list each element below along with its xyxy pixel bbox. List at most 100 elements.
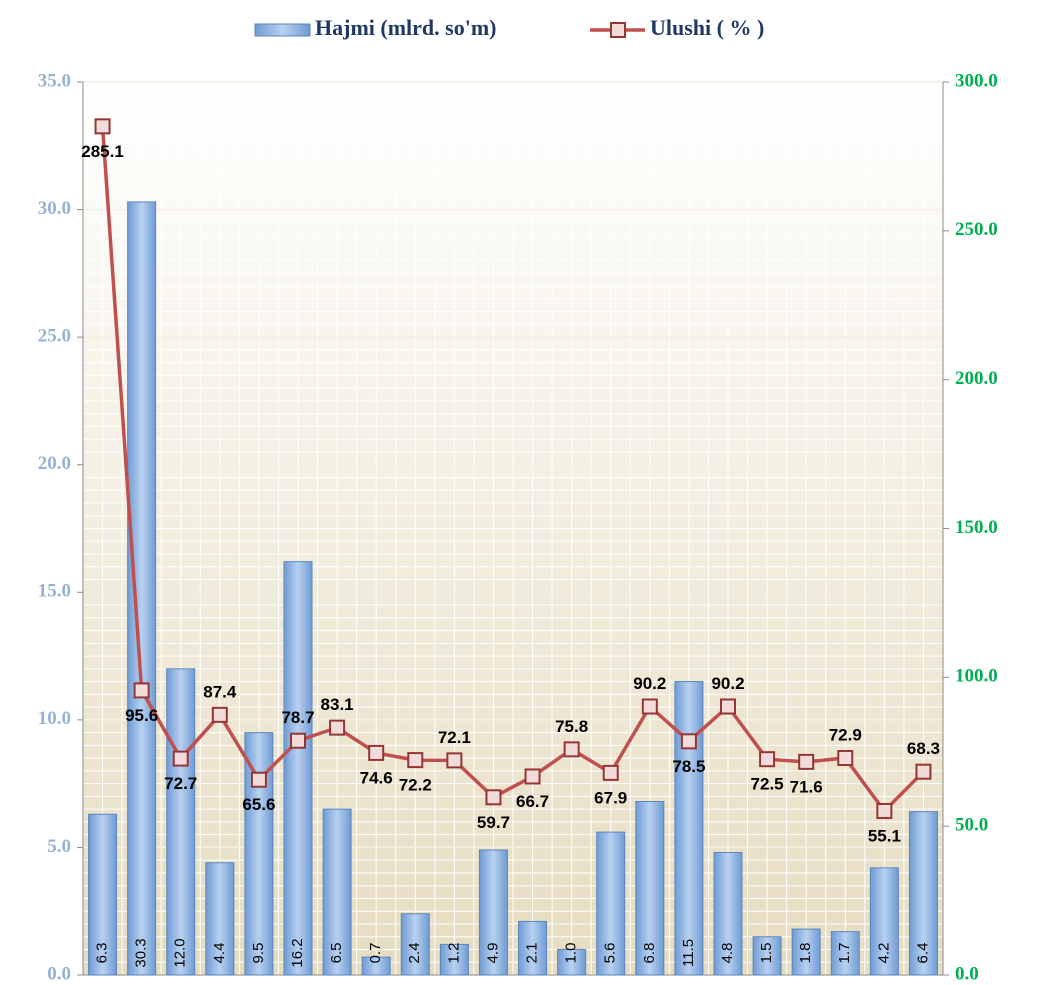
bar (830, 931, 860, 976)
bar (361, 956, 391, 976)
bar (127, 201, 157, 976)
bar (88, 813, 118, 976)
line-label: 68.3 (907, 739, 940, 758)
y-tick-label: 5.0 (47, 836, 71, 857)
line-label: 95.6 (125, 706, 158, 725)
y-tick-label: 10.0 (38, 708, 71, 729)
y2-tick-label: 0.0 (955, 963, 979, 984)
bar-label: 4.2 (875, 943, 892, 964)
legend-label: Hajmi (mlrd. so'm) (315, 15, 496, 40)
bar-label: 12.0 (172, 938, 189, 967)
y2-tick-label: 100.0 (955, 666, 998, 687)
line-label: 71.6 (790, 777, 823, 796)
line-marker (837, 750, 854, 767)
bar (752, 936, 782, 976)
bar (869, 867, 899, 976)
line-marker (446, 752, 463, 769)
line-label: 59.7 (477, 813, 510, 832)
line-marker (368, 744, 385, 761)
bar (205, 862, 235, 976)
line-label: 83.1 (321, 695, 354, 714)
bar (596, 831, 626, 976)
line-label: 72.9 (829, 725, 862, 744)
bar (478, 849, 508, 976)
line-label: 72.2 (399, 776, 432, 795)
line-marker (798, 753, 815, 770)
bar-label: 5.6 (602, 943, 619, 964)
bar (791, 928, 821, 976)
line-label: 90.2 (633, 674, 666, 693)
line-marker (563, 741, 580, 758)
line-marker (485, 789, 502, 806)
line-label: 87.4 (203, 682, 237, 701)
line-marker (915, 763, 932, 780)
bar (557, 948, 587, 976)
line-marker (290, 732, 306, 749)
y-tick-label: 20.0 (38, 453, 71, 474)
bar-label: 6.4 (914, 943, 931, 964)
y2-tick-label: 300.0 (955, 70, 998, 91)
bar-label: 4.4 (211, 943, 228, 964)
bar (283, 561, 313, 976)
bar-label: 2.4 (406, 943, 423, 964)
bar-label: 1.2 (445, 943, 462, 964)
bar-label: 11.5 (680, 939, 697, 967)
bar (674, 681, 704, 976)
line (100, 126, 925, 814)
line-marker (250, 771, 267, 788)
line-marker (641, 698, 658, 715)
line-label: 75.8 (555, 717, 588, 736)
line-marker (759, 751, 776, 768)
line-marker (876, 802, 893, 819)
line-label: 55.1 (868, 826, 901, 845)
line-marker (211, 706, 228, 723)
bar-label: 2.1 (524, 943, 541, 964)
bar (713, 852, 743, 976)
bar (908, 811, 938, 976)
line-marker (524, 768, 541, 785)
y-tick-label: 0.0 (47, 963, 71, 984)
line-marker (172, 750, 189, 767)
line-marker (680, 733, 697, 750)
line-label: 74.6 (360, 768, 393, 787)
line-label: 65.6 (242, 795, 275, 814)
bar-label: 0.7 (367, 943, 384, 964)
bar-label: 16.2 (289, 938, 306, 967)
bar (518, 920, 548, 976)
y2-tick-label: 50.0 (955, 815, 988, 836)
legend-swatch (254, 23, 311, 37)
bar-label: 6.8 (641, 943, 658, 964)
line-marker (133, 682, 150, 699)
bar-label: 4.9 (484, 943, 501, 964)
line-label: 72.7 (164, 774, 197, 793)
line-label: 72.1 (438, 728, 471, 747)
y-tick-label: 25.0 (38, 326, 71, 347)
y2-tick-label: 250.0 (955, 219, 998, 240)
bar-label: 30.3 (133, 938, 150, 967)
y-tick-label: 35.0 (38, 70, 71, 91)
line-label: 78.7 (281, 708, 314, 727)
line-label: 67.9 (594, 788, 627, 807)
bar-label: 1.7 (836, 943, 853, 964)
line-marker (720, 698, 736, 715)
line-marker (602, 764, 619, 781)
bar (400, 913, 430, 976)
y-tick-label: 15.0 (38, 581, 71, 602)
y2-tick-label: 150.0 (955, 517, 998, 538)
line-marker (94, 118, 111, 135)
bar-label: 6.5 (328, 943, 345, 964)
line-marker (407, 752, 424, 769)
bar (166, 668, 196, 976)
line-label: 90.2 (711, 674, 744, 693)
bar (635, 801, 665, 976)
line-label: 66.7 (516, 792, 549, 811)
bar-label: 6.3 (94, 943, 111, 964)
bar-label: 4.8 (719, 943, 736, 964)
line-label: 72.5 (751, 775, 784, 794)
legend-label: Ulushi ( % ) (650, 15, 764, 40)
bar-label: 1.8 (797, 943, 814, 964)
bar-label: 9.5 (250, 943, 267, 964)
bar (322, 808, 352, 976)
bar (439, 943, 469, 976)
